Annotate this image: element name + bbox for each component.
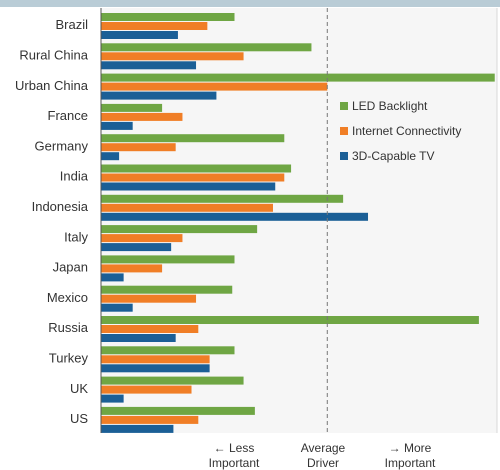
- bars-group: [101, 13, 495, 433]
- bar-germany-led-backlight: [101, 134, 285, 143]
- bar-turkey-3d-capable-tv: [101, 364, 210, 373]
- bar-india-3d-capable-tv: [101, 182, 276, 191]
- bar-brazil-internet-connectivity: [101, 22, 208, 30]
- bar-rural-china-3d-capable-tv: [101, 61, 197, 70]
- bar-indonesia-internet-connectivity: [101, 203, 273, 212]
- average-driver-line1: Average: [301, 441, 346, 455]
- bar-rural-china-internet-connectivity: [101, 52, 244, 61]
- bar-urban-china-internet-connectivity: [101, 82, 328, 91]
- category-label-russia: Russia: [48, 320, 89, 335]
- bar-us-internet-connectivity: [101, 415, 199, 424]
- legend-label-3d-capable-tv: 3D-Capable TV: [352, 149, 435, 163]
- category-label-italy: Italy: [64, 229, 88, 244]
- bar-uk-internet-connectivity: [101, 385, 192, 394]
- bar-russia-3d-capable-tv: [101, 334, 176, 342]
- bar-russia-led-backlight: [101, 316, 479, 324]
- bar-indonesia-led-backlight: [101, 194, 344, 203]
- bar-france-3d-capable-tv: [101, 121, 133, 130]
- category-label-japan: Japan: [53, 260, 88, 275]
- bar-turkey-internet-connectivity: [101, 355, 210, 364]
- bar-urban-china-led-backlight: [101, 73, 495, 82]
- bar-brazil-3d-capable-tv: [101, 31, 178, 39]
- bar-mexico-led-backlight: [101, 285, 233, 294]
- average-driver-line2: Driver: [307, 456, 339, 470]
- bar-france-led-backlight: [101, 103, 163, 112]
- bar-italy-internet-connectivity: [101, 234, 183, 243]
- bar-uk-3d-capable-tv: [101, 394, 124, 403]
- legend-label-led-backlight: LED Backlight: [352, 99, 428, 113]
- bar-us-led-backlight: [101, 406, 255, 415]
- bar-urban-china-3d-capable-tv: [101, 91, 217, 100]
- bar-uk-led-backlight: [101, 376, 244, 385]
- bar-japan-3d-capable-tv: [101, 273, 124, 282]
- category-label-rural-china: Rural China: [19, 47, 88, 62]
- bar-mexico-internet-connectivity: [101, 294, 197, 303]
- category-label-indonesia: Indonesia: [32, 199, 89, 214]
- bar-germany-internet-connectivity: [101, 143, 176, 152]
- bar-italy-led-backlight: [101, 225, 258, 234]
- bar-russia-internet-connectivity: [101, 325, 199, 333]
- category-label-turkey: Turkey: [49, 350, 89, 365]
- less-important-line1: ← Less: [214, 441, 255, 455]
- bar-india-led-backlight: [101, 164, 292, 173]
- bar-india-internet-connectivity: [101, 173, 285, 182]
- more-important-line1: → More: [389, 441, 432, 455]
- top-banner: [0, 0, 500, 7]
- legend-background: [330, 93, 490, 165]
- legend-swatch-3d-capable-tv: [340, 152, 348, 160]
- category-label-france: France: [48, 108, 88, 123]
- legend-label-internet-connectivity: Internet Connectivity: [352, 124, 461, 138]
- legend-swatch-led-backlight: [340, 102, 348, 110]
- less-important-line2: Important: [209, 456, 260, 470]
- bar-japan-led-backlight: [101, 255, 235, 264]
- category-label-germany: Germany: [35, 138, 89, 153]
- bar-indonesia-3d-capable-tv: [101, 212, 369, 221]
- category-label-urban-china: Urban China: [15, 78, 89, 93]
- category-label-mexico: Mexico: [47, 290, 88, 305]
- bar-italy-3d-capable-tv: [101, 243, 172, 252]
- x-axis-notes: ← Less Important Average Driver → More I…: [209, 441, 436, 470]
- legend-swatch-internet-connectivity: [340, 127, 348, 135]
- category-labels: Brazil Rural China Urban China France German…: [15, 17, 89, 426]
- more-important-line2: Important: [385, 456, 436, 470]
- legend: LED Backlight Internet Connectivity 3D-C…: [330, 93, 490, 165]
- bar-france-internet-connectivity: [101, 112, 183, 121]
- category-label-india: India: [60, 169, 89, 184]
- bar-japan-internet-connectivity: [101, 264, 163, 273]
- bar-us-3d-capable-tv: [101, 424, 174, 433]
- bar-mexico-3d-capable-tv: [101, 303, 133, 312]
- category-label-brazil: Brazil: [55, 17, 88, 32]
- category-label-uk: UK: [70, 381, 88, 396]
- bar-germany-3d-capable-tv: [101, 152, 120, 161]
- bar-turkey-led-backlight: [101, 346, 235, 355]
- bar-brazil-led-backlight: [101, 13, 235, 21]
- category-label-us: US: [70, 411, 88, 426]
- bar-rural-china-led-backlight: [101, 43, 312, 52]
